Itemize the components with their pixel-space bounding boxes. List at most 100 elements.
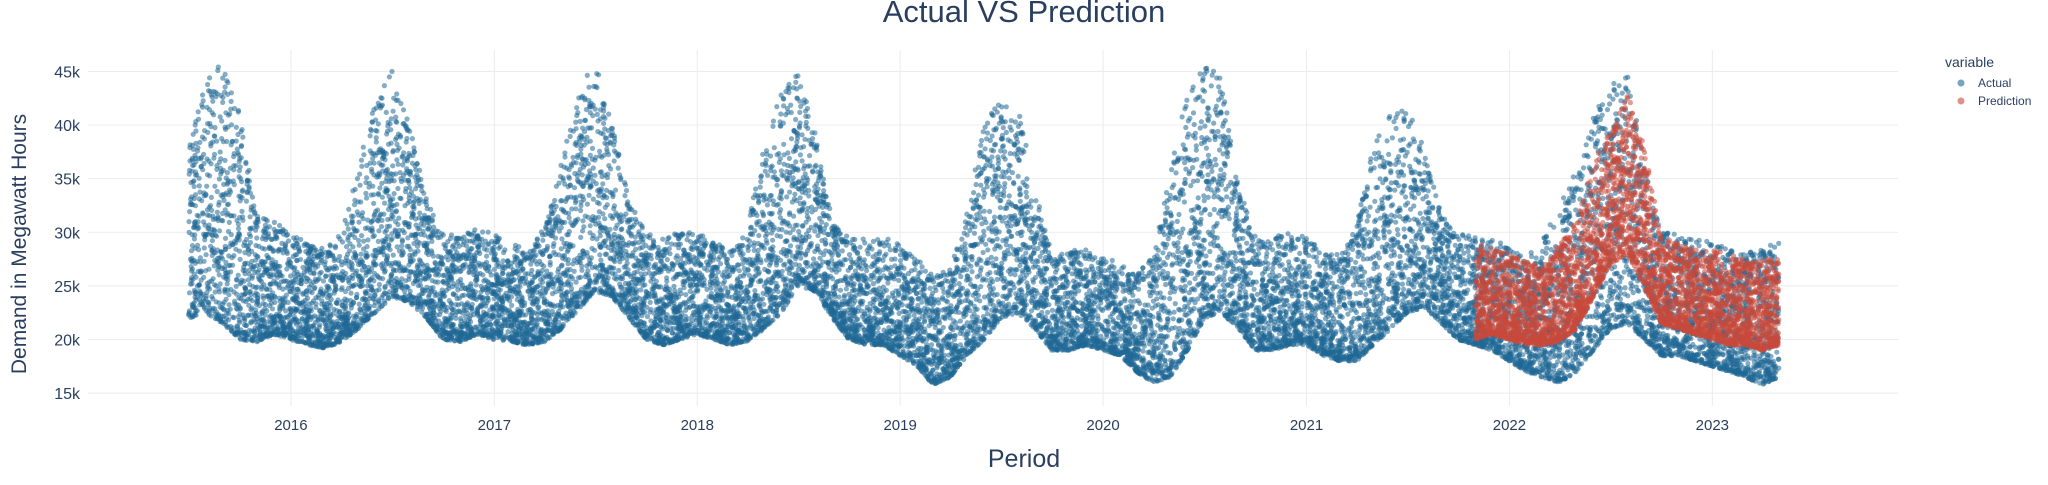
data-point: [662, 264, 667, 269]
data-point: [385, 188, 390, 193]
data-point: [334, 266, 339, 271]
data-point: [247, 290, 252, 295]
data-point: [195, 213, 200, 218]
data-point: [255, 224, 260, 229]
data-point: [445, 239, 450, 244]
data-point: [328, 335, 333, 340]
data-point: [645, 314, 650, 319]
data-point: [204, 184, 209, 189]
data-point: [604, 147, 609, 152]
data-point: [193, 173, 198, 178]
data-point: [515, 248, 520, 253]
data-point: [301, 290, 306, 295]
data-point: [213, 90, 218, 95]
data-point: [325, 267, 330, 272]
data-point: [667, 319, 672, 324]
data-point: [455, 296, 460, 301]
data-point: [215, 247, 220, 252]
data-point: [444, 288, 449, 293]
data-point: [390, 149, 395, 154]
data-point: [384, 168, 389, 173]
data-point: [315, 255, 320, 260]
data-point: [604, 281, 609, 286]
data-point: [225, 92, 230, 97]
data-point: [363, 180, 368, 185]
data-point: [598, 116, 603, 121]
data-point: [559, 286, 564, 291]
data-point: [410, 136, 415, 141]
data-point: [544, 327, 549, 332]
data-point: [307, 256, 312, 261]
data-point: [418, 259, 423, 264]
data-point: [223, 192, 228, 197]
data-point: [525, 325, 530, 330]
data-point: [517, 284, 522, 289]
data-point: [450, 307, 455, 312]
data-point: [415, 161, 420, 166]
data-point: [475, 308, 480, 313]
data-point: [360, 259, 365, 264]
data-point: [619, 235, 624, 240]
data-point: [562, 313, 567, 318]
data-point: [364, 163, 369, 168]
data-point: [548, 301, 553, 306]
data-point: [350, 244, 355, 249]
data-point: [669, 292, 674, 297]
data-point: [633, 235, 638, 240]
data-point: [189, 248, 194, 253]
data-point: [527, 256, 532, 261]
data-point: [588, 280, 593, 285]
data-point: [215, 210, 220, 215]
data-point: [330, 254, 335, 259]
data-point: [624, 252, 629, 257]
data-point: [225, 281, 230, 286]
data-point: [377, 213, 382, 218]
data-point: [430, 278, 435, 283]
data-point: [582, 97, 587, 102]
data-point: [480, 296, 485, 301]
data-point: [646, 266, 651, 271]
data-point: [357, 172, 362, 177]
data-point: [215, 189, 220, 194]
data-point: [187, 290, 192, 295]
data-point: [315, 264, 320, 269]
data-point: [431, 213, 436, 218]
data-point: [187, 209, 192, 214]
data-point: [193, 295, 198, 300]
data-point: [277, 247, 282, 252]
data-point: [404, 284, 409, 289]
data-point: [444, 266, 449, 271]
data-point: [574, 126, 579, 131]
data-point: [486, 230, 491, 235]
data-point: [220, 100, 225, 105]
data-point: [644, 259, 649, 264]
data-point: [601, 109, 606, 114]
data-point: [566, 184, 571, 189]
data-point: [343, 326, 348, 331]
data-point: [193, 313, 198, 318]
data-point: [369, 219, 374, 224]
data-point: [485, 290, 490, 295]
data-point: [407, 185, 412, 190]
data-point: [510, 270, 515, 275]
data-point: [313, 295, 318, 300]
data-point: [217, 160, 222, 165]
data-point: [618, 276, 623, 281]
data-point: [610, 287, 615, 292]
data-point: [358, 183, 363, 188]
data-point: [246, 303, 251, 308]
data-point: [418, 283, 423, 288]
data-point: [346, 226, 351, 231]
data-point: [394, 296, 399, 301]
data-point: [359, 233, 364, 238]
data-point: [390, 172, 395, 177]
data-point: [228, 107, 233, 112]
data-point: [593, 222, 598, 227]
data-point: [229, 213, 234, 218]
data-point: [364, 195, 369, 200]
data-point: [207, 173, 212, 178]
data-point: [436, 254, 441, 259]
data-point: [305, 296, 310, 301]
data-point: [264, 267, 269, 272]
data-point: [277, 314, 282, 319]
